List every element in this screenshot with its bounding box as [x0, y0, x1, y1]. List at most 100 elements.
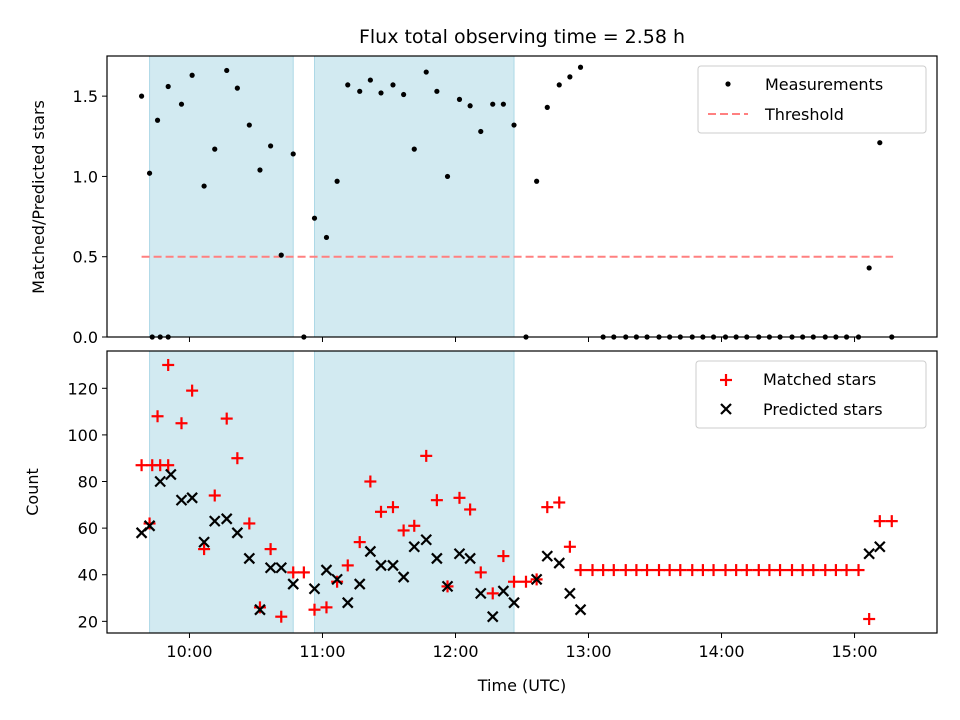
predicted-star-point — [186, 492, 198, 504]
measurement-point — [189, 72, 195, 78]
x-tick-label: 14:00 — [698, 642, 744, 661]
top-ylabel: Matched/Predicted stars — [29, 100, 48, 294]
matched-star-point — [397, 524, 410, 537]
legend-measurements-label: Measurements — [765, 75, 883, 94]
predicted-star-point — [431, 552, 443, 565]
matched-star-point — [719, 564, 732, 577]
top-axes-frame — [106, 55, 938, 338]
matched-star-point — [464, 503, 477, 516]
matched-star-point — [320, 601, 333, 614]
predicted-star-point — [308, 582, 321, 595]
measurement-point — [311, 215, 318, 221]
matched-star-point — [497, 550, 510, 563]
matched-star-point — [752, 564, 765, 577]
x-tick-label: 15:00 — [831, 642, 877, 661]
matched-star-point — [586, 564, 599, 577]
predicted-star-point — [275, 561, 288, 574]
matched-star-point — [297, 566, 310, 579]
measurement-point — [357, 88, 363, 94]
measurement-point — [866, 265, 872, 271]
matched-star-point — [840, 564, 853, 577]
shaded-interval-2 — [314, 55, 515, 338]
matched-star-point — [707, 564, 720, 577]
predicted-star-point — [874, 540, 886, 553]
matched-star-point — [287, 566, 300, 579]
x-tick-label: 11:00 — [299, 642, 345, 661]
matched-star-point — [774, 564, 787, 577]
predicted-star-point — [320, 564, 333, 576]
matched-star-point — [275, 610, 288, 623]
predicted-star-point — [175, 494, 188, 506]
bottom-axes-frame — [106, 350, 938, 634]
measurement-point — [511, 122, 517, 128]
matched-star-point — [353, 536, 366, 549]
measurement-point — [456, 96, 463, 102]
predicted-star-point — [331, 573, 343, 586]
measurement-point — [378, 90, 384, 96]
predicted-star-point — [198, 536, 210, 548]
matched-star-point — [151, 410, 164, 423]
predicted-star-point — [220, 513, 233, 525]
measurement-point — [345, 82, 351, 88]
measurement-point — [138, 93, 145, 99]
y-tick-label: 80 — [78, 473, 98, 492]
y-tick-label: 0.0 — [73, 328, 98, 347]
matched-star-point — [863, 613, 876, 626]
matched-star-point — [597, 564, 610, 577]
matched-star-point — [541, 501, 554, 514]
measurement-point — [434, 88, 440, 94]
predicted-star-point — [486, 610, 499, 623]
predicted-star-point — [553, 557, 566, 569]
x-tick-label: 13:00 — [565, 642, 611, 661]
legend-predicted-label: Predicted stars — [763, 400, 883, 419]
predicted-star-point — [420, 533, 433, 546]
top-panel: 0.0 0.5 1.0 1.5 Matched/Predicted stars Mea… — [29, 55, 938, 347]
matched-star-point — [430, 494, 443, 507]
measurement-point — [268, 143, 274, 149]
predicted-star-point — [165, 468, 177, 481]
predicted-star-point — [474, 587, 487, 600]
bottom-legend: Matched stars Predicted stars — [695, 360, 927, 429]
shaded-interval-1 — [149, 55, 294, 338]
matched-star-point — [264, 543, 277, 556]
predicted-star-point — [231, 527, 244, 539]
matched-star-point — [653, 564, 666, 577]
matched-star-point — [308, 603, 321, 616]
measurement-point — [290, 151, 296, 157]
measurement-point — [257, 167, 263, 173]
measurement-point — [500, 101, 506, 107]
y-tick-label: 1.5 — [73, 87, 98, 106]
x-tick-label: 10:00 — [166, 642, 212, 661]
matched-star-point — [186, 384, 199, 397]
predicted-star-point — [254, 603, 266, 616]
bottom-panel: 20 40 60 80 100 120 10:00 11:00 12:00 13:00 14:00… — [23, 350, 938, 695]
predicted-star-point — [564, 587, 576, 600]
y-tick-label: 40 — [78, 566, 98, 585]
shaded-interval-2 — [314, 350, 515, 634]
legend-predicted-marker — [720, 403, 732, 415]
matched-star-point — [143, 517, 156, 530]
bottom-ylabel: Count — [23, 468, 42, 516]
matched-star-point — [519, 575, 532, 588]
matched-star-point — [663, 564, 676, 577]
predicted-star-point — [453, 547, 466, 560]
matched-star-point — [819, 564, 832, 577]
predicted-star-point — [541, 550, 554, 562]
matched-star-point — [508, 575, 521, 588]
matched-star-point — [686, 564, 699, 577]
matched-star-point — [873, 515, 886, 528]
measurement-point — [367, 77, 373, 83]
matched-star-point — [162, 358, 175, 371]
matched-star-point — [607, 564, 620, 577]
measurement-point — [556, 82, 562, 88]
measurement-point — [201, 183, 207, 189]
measurement-point — [401, 91, 407, 98]
y-tick-label: 60 — [78, 519, 98, 538]
matched-star-point — [696, 564, 709, 577]
predicted-star-point — [441, 580, 454, 593]
predicted-star-point — [353, 578, 366, 590]
legend-matched-marker — [720, 374, 732, 386]
predicted-star-point — [243, 552, 256, 565]
matched-star-point — [364, 475, 377, 488]
measurement-point — [212, 146, 218, 152]
